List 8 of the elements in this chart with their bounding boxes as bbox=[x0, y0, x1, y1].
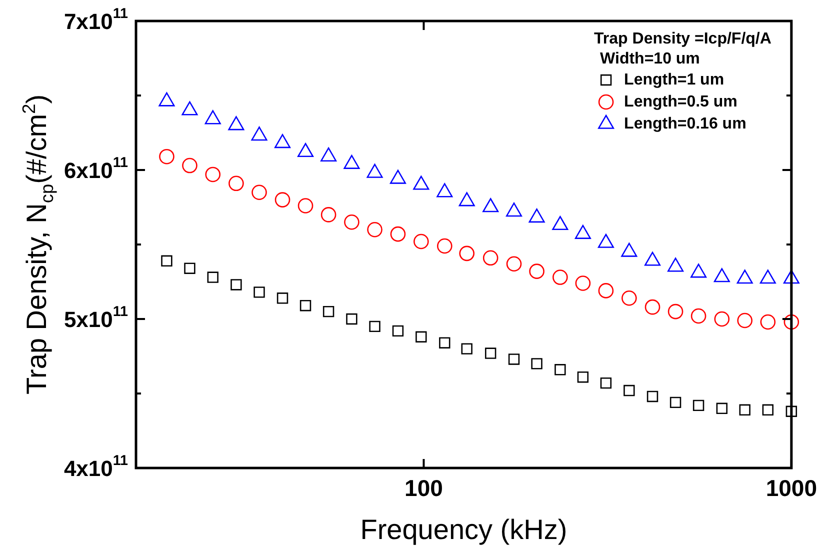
legend-label: Length=1 um bbox=[624, 71, 724, 88]
legend-label: Length=0.5 um bbox=[624, 93, 738, 110]
legend-title: Trap Density =Icp/F/q/A Width=10 um bbox=[594, 30, 772, 68]
x-tick-label: 100 bbox=[404, 475, 443, 502]
x-tick-label: 1000 bbox=[766, 475, 818, 502]
y-axis-title: Trap Density, Ncp(#/cm2) bbox=[18, 94, 57, 395]
x-axis-title: Frequency (kHz) bbox=[360, 514, 568, 545]
legend-label: Length=0.16 um bbox=[624, 115, 746, 132]
